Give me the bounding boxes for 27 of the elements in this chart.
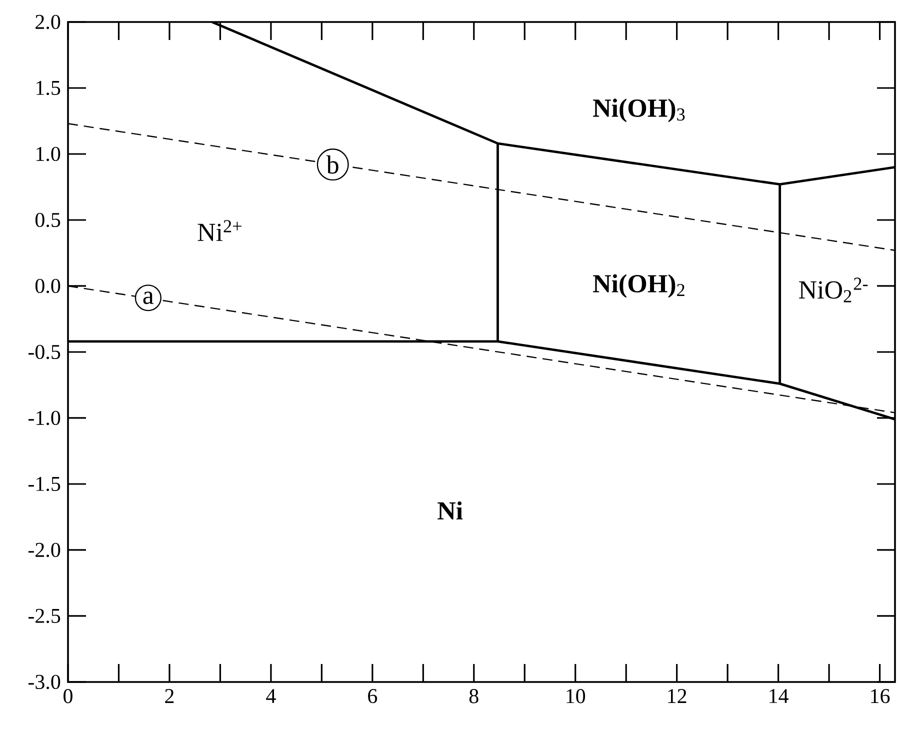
annotation: b (326, 155, 338, 174)
x-tick-label: 2 (165, 689, 174, 703)
x-tick-label: 16 (871, 689, 890, 704)
annotation: Ni (438, 501, 463, 520)
y-tick-label: -1.5 (28, 476, 60, 492)
x-tick-label: 14 (770, 689, 788, 703)
y-tick-label: -0.5 (28, 344, 60, 360)
annotation: Ni$^{2+}$ (198, 220, 242, 241)
annotation: a (143, 292, 154, 304)
x-tick-label: 0 (64, 689, 72, 704)
y-tick-label: -2.0 (28, 542, 60, 558)
y-tick-label: -3.0 (28, 674, 60, 690)
y-tick-label: 0.5 (35, 212, 60, 228)
annotation: Ni(OH)$_{2}$ (593, 274, 684, 298)
x-tick-label: 4 (266, 689, 276, 703)
y-tick-label: 1.0 (36, 146, 60, 162)
x-tick-label: 6 (368, 689, 378, 704)
y-tick-label: -1.0 (28, 410, 60, 426)
y-tick-label: -2.5 (28, 608, 60, 624)
x-tick-label: 12 (668, 689, 686, 703)
annotation: NiO$_{2}$2- (799, 278, 868, 302)
y-tick-label: 1.5 (36, 80, 60, 96)
x-tick-label: 10 (566, 689, 586, 704)
annotation: Ni(OH)$_{3}$ (593, 98, 685, 122)
y-tick-label: 0.0 (35, 278, 60, 294)
x-tick-label: 8 (469, 689, 478, 704)
y-tick-label: 2.0 (36, 14, 60, 30)
